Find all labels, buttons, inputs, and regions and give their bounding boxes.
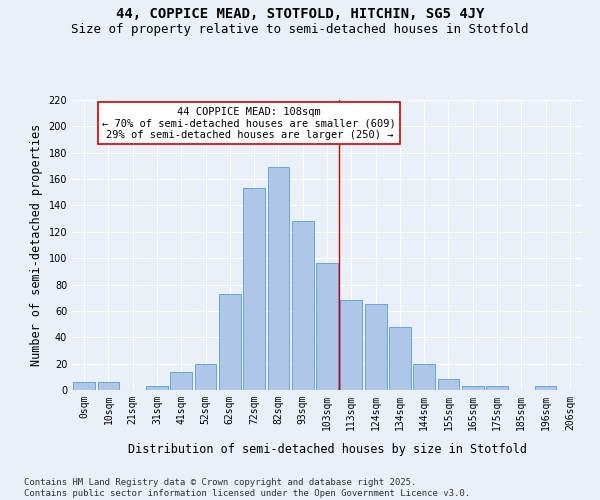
Bar: [243, 188, 265, 390]
Bar: [462, 386, 484, 390]
Bar: [73, 382, 95, 390]
Bar: [219, 294, 241, 390]
Bar: [194, 364, 217, 390]
Bar: [268, 167, 289, 390]
Text: 44 COPPICE MEAD: 108sqm
← 70% of semi-detached houses are smaller (609)
29% of s: 44 COPPICE MEAD: 108sqm ← 70% of semi-de…: [103, 106, 396, 140]
Bar: [292, 222, 314, 390]
Bar: [413, 364, 435, 390]
Bar: [97, 382, 119, 390]
Bar: [535, 386, 556, 390]
Text: Contains HM Land Registry data © Crown copyright and database right 2025.
Contai: Contains HM Land Registry data © Crown c…: [24, 478, 470, 498]
Bar: [316, 264, 338, 390]
Bar: [170, 372, 192, 390]
Text: 44, COPPICE MEAD, STOTFOLD, HITCHIN, SG5 4JY: 44, COPPICE MEAD, STOTFOLD, HITCHIN, SG5…: [116, 8, 484, 22]
Bar: [437, 380, 460, 390]
Text: Size of property relative to semi-detached houses in Stotfold: Size of property relative to semi-detach…: [71, 22, 529, 36]
Text: Distribution of semi-detached houses by size in Stotfold: Distribution of semi-detached houses by …: [128, 442, 527, 456]
Bar: [365, 304, 386, 390]
Bar: [146, 386, 168, 390]
Bar: [340, 300, 362, 390]
Bar: [486, 386, 508, 390]
Y-axis label: Number of semi-detached properties: Number of semi-detached properties: [30, 124, 43, 366]
Bar: [389, 326, 411, 390]
